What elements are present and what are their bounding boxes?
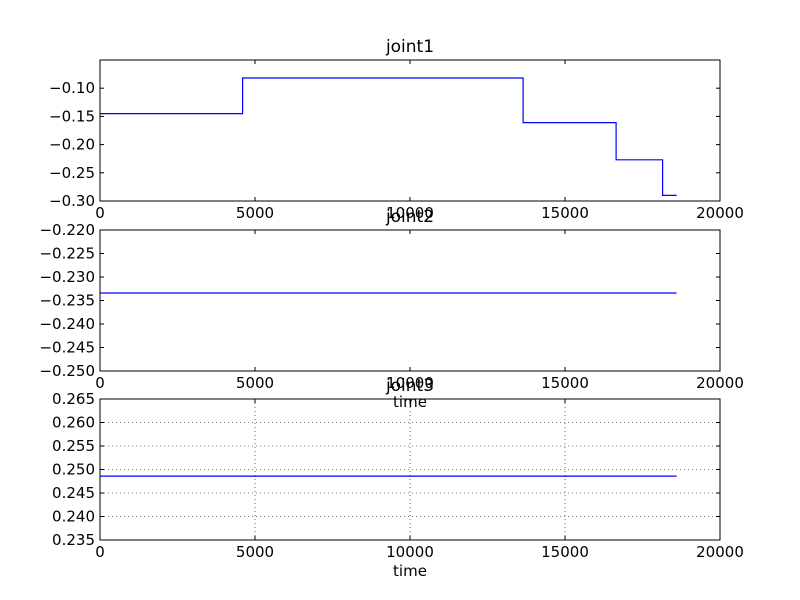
x-tick-label: 20000 (696, 374, 744, 392)
y-tick-label: −0.25 (49, 164, 95, 182)
y-tick-label: 0.260 (52, 414, 95, 432)
y-tick-label: 0.240 (52, 508, 95, 526)
x-tick-label: 0 (95, 374, 105, 392)
y-tick-label: −0.250 (39, 362, 95, 380)
x-axis-label: time (393, 562, 427, 580)
series-line-joint1 (100, 77, 677, 196)
subplot-1: 0 5000 10000 15000 20000 −0.30 −0.25 −0.20 −0.15… (49, 37, 744, 222)
axes-frame (99, 229, 721, 372)
y-tick-label: −0.230 (39, 268, 95, 286)
subplot-3: 0 5000 10000 15000 20000 0.235 0.240 0.245 0.250… (52, 376, 744, 580)
y-tick-label: −0.235 (39, 292, 95, 310)
x-tick-label: 20000 (696, 204, 744, 222)
axes-frame (99, 59, 721, 202)
y-tick-label: 0.265 (52, 390, 95, 408)
x-tick-label: 5000 (236, 374, 274, 392)
x-tick-label: 10000 (386, 374, 434, 392)
y-tick-label: −0.245 (39, 339, 95, 357)
y-tick-label: 0.255 (52, 437, 95, 455)
x-tick-label: 5000 (236, 204, 274, 222)
y-tick-label: 0.245 (52, 484, 95, 502)
subplot-title: joint3 (385, 376, 434, 396)
x-tick-label: 15000 (541, 374, 589, 392)
x-tick-label: 15000 (541, 204, 589, 222)
x-tick-label: 0 (95, 543, 105, 561)
y-tick-label: 0.250 (52, 461, 95, 479)
y-tick-label: 0.235 (52, 531, 95, 549)
subplot-title: joint2 (385, 207, 434, 227)
y-tick-label: −0.225 (39, 245, 95, 263)
x-tick-label: 10000 (386, 204, 434, 222)
y-tick-label: −0.20 (49, 136, 95, 154)
x-tick-label: 5000 (236, 543, 274, 561)
x-tick-label: 10000 (386, 543, 434, 561)
y-tick-label: −0.10 (49, 79, 95, 97)
subplot-2: 0 5000 10000 15000 20000 −0.250 −0.245 −0.240 −0… (39, 207, 743, 411)
y-tick-label: −0.220 (39, 221, 95, 239)
x-tick-label: 15000 (541, 543, 589, 561)
y-tick-label: −0.30 (49, 192, 95, 210)
y-tick-label: −0.240 (39, 315, 95, 333)
x-tick-label: 20000 (696, 543, 744, 561)
y-tick-label: −0.15 (49, 107, 95, 125)
subplot-title: joint1 (385, 37, 434, 57)
x-tick-label: 0 (95, 204, 105, 222)
